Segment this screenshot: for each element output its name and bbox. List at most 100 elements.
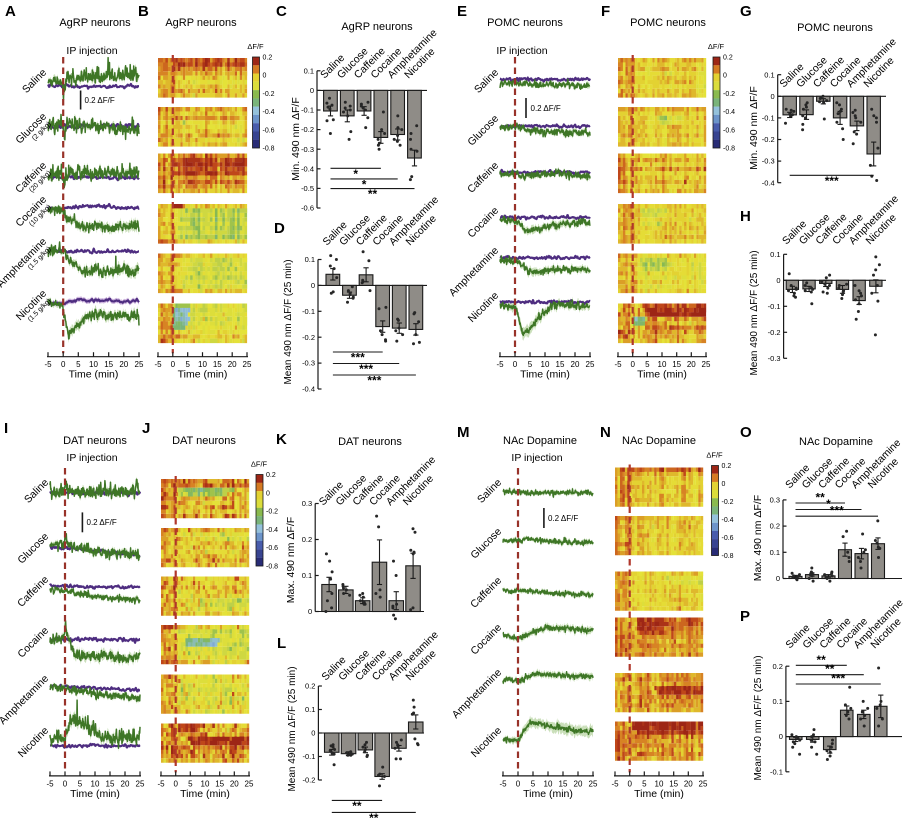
svg-text:0: 0 xyxy=(263,73,267,80)
svg-text:DAT neurons: DAT neurons xyxy=(63,435,127,447)
svg-text:*: * xyxy=(353,167,358,181)
svg-text:5: 5 xyxy=(531,779,536,788)
svg-text:0: 0 xyxy=(266,490,270,497)
svg-text:Min. 490 nm ΔF/F: Min. 490 nm ΔF/F xyxy=(748,86,760,169)
svg-text:P: P xyxy=(740,608,750,625)
svg-text:-0.1: -0.1 xyxy=(302,752,315,761)
svg-text:10: 10 xyxy=(198,360,207,369)
svg-text:*: * xyxy=(362,177,367,191)
svg-text:10: 10 xyxy=(91,779,100,788)
svg-text:***: *** xyxy=(359,362,373,376)
svg-text:15: 15 xyxy=(213,360,222,369)
svg-text:0: 0 xyxy=(630,360,635,369)
svg-text:M: M xyxy=(457,424,470,441)
svg-text:0: 0 xyxy=(63,779,68,788)
svg-text:D: D xyxy=(274,220,285,237)
svg-text:Time (min): Time (min) xyxy=(178,369,228,381)
svg-text:5: 5 xyxy=(528,360,533,369)
svg-text:15: 15 xyxy=(559,779,568,788)
svg-text:25: 25 xyxy=(136,779,145,788)
svg-text:15: 15 xyxy=(106,779,115,788)
svg-text:-5: -5 xyxy=(611,779,619,788)
svg-text:15: 15 xyxy=(672,360,681,369)
svg-text:5: 5 xyxy=(645,360,650,369)
svg-text:0.2: 0.2 xyxy=(263,55,273,62)
svg-text:Mean 490 nm ΔF/F (25 min): Mean 490 nm ΔF/F (25 min) xyxy=(749,250,760,375)
svg-text:-0.2: -0.2 xyxy=(266,509,278,516)
svg-text:0: 0 xyxy=(776,574,780,583)
svg-text:-5: -5 xyxy=(496,360,504,369)
svg-text:0.2: 0.2 xyxy=(305,682,315,691)
svg-text:20: 20 xyxy=(228,360,237,369)
svg-text:-5: -5 xyxy=(157,779,165,788)
svg-text:***: *** xyxy=(825,174,839,188)
svg-text:-0.3: -0.3 xyxy=(768,354,781,363)
svg-text:20: 20 xyxy=(574,779,583,788)
svg-text:**: ** xyxy=(825,662,835,676)
svg-text:DAT neurons: DAT neurons xyxy=(172,435,236,447)
svg-text:E: E xyxy=(457,3,467,20)
svg-text:-5: -5 xyxy=(154,360,162,369)
svg-text:0: 0 xyxy=(776,276,780,285)
svg-text:0.1: 0.1 xyxy=(305,705,315,714)
svg-text:H: H xyxy=(740,208,751,225)
svg-text:-0.1: -0.1 xyxy=(770,767,783,776)
svg-text:5: 5 xyxy=(188,779,193,788)
svg-text:0: 0 xyxy=(722,481,726,488)
svg-text:-0.4: -0.4 xyxy=(722,517,734,524)
svg-text:0: 0 xyxy=(171,360,176,369)
svg-text:NAc Dopamine: NAc Dopamine xyxy=(799,436,873,448)
svg-text:Max. 490 nm ΔF/F: Max. 490 nm ΔF/F xyxy=(285,517,297,603)
svg-text:0: 0 xyxy=(173,779,178,788)
svg-text:0.2 ΔF/F: 0.2 ΔF/F xyxy=(87,518,117,527)
svg-text:ΔF/F: ΔF/F xyxy=(706,451,723,460)
svg-text:20: 20 xyxy=(687,360,696,369)
svg-text:-0.6: -0.6 xyxy=(723,127,735,134)
svg-text:20: 20 xyxy=(119,360,128,369)
svg-text:15: 15 xyxy=(556,360,565,369)
svg-text:0.2: 0.2 xyxy=(770,522,780,531)
svg-text:Mean 490 nm ΔF/F (25 min): Mean 490 nm ΔF/F (25 min) xyxy=(753,655,764,780)
svg-text:-0.1: -0.1 xyxy=(301,106,314,115)
svg-text:-0.2: -0.2 xyxy=(302,333,315,342)
svg-text:C: C xyxy=(276,3,287,20)
svg-text:0.2 ΔF/F: 0.2 ΔF/F xyxy=(85,96,115,105)
svg-text:Time (min): Time (min) xyxy=(70,788,120,800)
svg-text:***: *** xyxy=(831,672,845,686)
svg-text:-0.5: -0.5 xyxy=(301,184,314,193)
svg-text:10: 10 xyxy=(89,360,98,369)
svg-text:Time (min): Time (min) xyxy=(637,369,687,381)
svg-text:IP injection: IP injection xyxy=(511,452,562,464)
svg-text:***: *** xyxy=(351,351,365,365)
svg-text:AgRP neurons: AgRP neurons xyxy=(341,21,413,33)
svg-text:F: F xyxy=(601,3,610,20)
svg-text:0: 0 xyxy=(308,607,312,616)
svg-text:**: ** xyxy=(816,491,826,505)
svg-text:10: 10 xyxy=(655,779,664,788)
svg-text:**: ** xyxy=(817,653,827,667)
svg-text:0: 0 xyxy=(627,779,632,788)
svg-text:Mean 490 nm ΔF/F (25 min): Mean 490 nm ΔF/F (25 min) xyxy=(283,259,294,384)
svg-text:K: K xyxy=(276,431,287,448)
svg-text:-0.2: -0.2 xyxy=(301,125,314,134)
svg-text:15: 15 xyxy=(104,360,113,369)
svg-text:10: 10 xyxy=(201,779,210,788)
svg-text:20: 20 xyxy=(684,779,693,788)
svg-text:O: O xyxy=(740,424,752,441)
svg-text:0: 0 xyxy=(311,281,315,290)
svg-text:-0.1: -0.1 xyxy=(768,302,781,311)
svg-text:IP injection: IP injection xyxy=(66,452,117,464)
svg-text:ΔF/F: ΔF/F xyxy=(708,42,725,51)
svg-text:25: 25 xyxy=(699,779,708,788)
svg-text:-0.1: -0.1 xyxy=(762,114,775,123)
svg-text:15: 15 xyxy=(669,779,678,788)
svg-text:Mean 490 nm ΔF/F (25 min): Mean 490 nm ΔF/F (25 min) xyxy=(287,666,298,791)
svg-text:-0.2: -0.2 xyxy=(768,328,781,337)
svg-text:-0.6: -0.6 xyxy=(266,545,278,552)
svg-text:J: J xyxy=(142,420,150,437)
svg-text:ΔF/F: ΔF/F xyxy=(251,460,268,469)
svg-text:0.1: 0.1 xyxy=(770,548,780,557)
svg-text:0.2: 0.2 xyxy=(266,472,276,479)
svg-text:5: 5 xyxy=(642,779,647,788)
svg-text:-0.6: -0.6 xyxy=(263,127,275,134)
